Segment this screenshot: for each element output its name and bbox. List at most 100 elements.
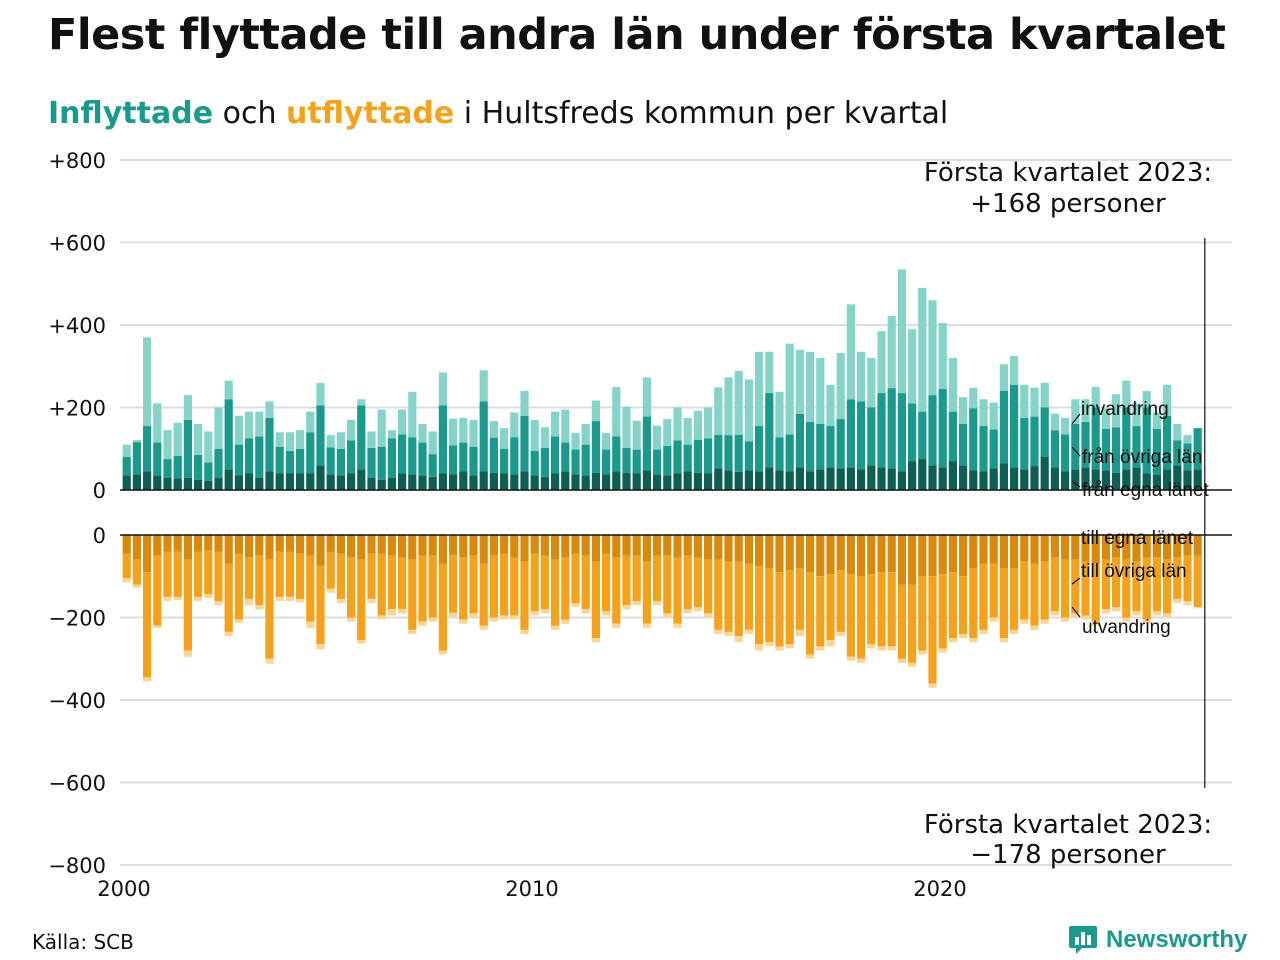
bar-out-utvandring: [183, 650, 192, 657]
bar-in-fran-ovriga-lan: [204, 462, 213, 481]
bar-in-invandring: [1050, 413, 1059, 431]
bar-out-till-egna-lanet: [245, 535, 254, 558]
bar-out-utvandring: [602, 611, 611, 616]
bar-out-till-ovriga-lan: [867, 574, 876, 645]
bar-out-utvandring: [408, 629, 417, 634]
bar-in-invandring: [520, 391, 529, 416]
bar-in-invandring: [887, 315, 896, 389]
bar-in-invandring: [530, 419, 539, 451]
bar-out-till-ovriga-lan: [194, 551, 203, 597]
bar-out-till-egna-lanet: [1050, 535, 1059, 558]
bar-in-fran-egna-lanet: [1132, 467, 1141, 490]
annotation-bottom-line1: Första kvartalet 2023:: [924, 810, 1212, 840]
bar-in-invandring: [602, 433, 611, 450]
bar-in-fran-ovriga-lan: [316, 405, 325, 466]
bar-out-till-egna-lanet: [1173, 535, 1182, 558]
bar-out-till-ovriga-lan: [183, 559, 192, 651]
bar-out-till-ovriga-lan: [755, 565, 764, 645]
bar-out-utvandring: [969, 638, 978, 643]
bar-out-till-ovriga-lan: [1173, 557, 1182, 599]
bar-out-till-egna-lanet: [1112, 535, 1121, 558]
label-utvandring: utvandring: [1082, 617, 1171, 638]
bar-out-till-egna-lanet: [387, 535, 396, 556]
bar-out-till-egna-lanet: [204, 535, 213, 551]
bar-in-invandring: [744, 379, 753, 442]
bar-in-invandring: [500, 428, 509, 449]
bar-in-fran-egna-lanet: [653, 474, 662, 490]
bar-out-utvandring: [683, 609, 692, 614]
bar-out-till-egna-lanet: [857, 535, 866, 577]
y-tick-label: +800: [48, 149, 106, 173]
bar-out-utvandring: [1071, 613, 1080, 618]
bar-out-utvandring: [734, 636, 743, 643]
bar-in-invandring: [296, 430, 305, 449]
bar-in-invandring: [714, 387, 723, 435]
bar-out-till-egna-lanet: [1040, 535, 1049, 562]
bar-in-fran-ovriga-lan: [1081, 421, 1090, 468]
bar-out-utvandring: [143, 677, 152, 682]
bar-in-fran-ovriga-lan: [744, 441, 753, 471]
bar-in-invandring: [724, 377, 733, 436]
bar-out-utvandring: [704, 613, 713, 618]
bar-in-invandring: [489, 421, 498, 438]
bar-in-fran-egna-lanet: [245, 473, 254, 490]
chart-title: Flest flyttade till andra län under förs…: [48, 10, 1226, 60]
bar-in-fran-ovriga-lan: [1040, 407, 1049, 457]
bar-out-till-ovriga-lan: [959, 576, 968, 634]
bar-out-till-egna-lanet: [1152, 535, 1161, 558]
bar-out-till-egna-lanet: [693, 535, 702, 558]
bar-in-fran-ovriga-lan: [1030, 416, 1039, 467]
bar-out-till-egna-lanet: [989, 535, 998, 564]
bar-in-invandring: [663, 419, 672, 446]
bar-in-invandring: [938, 322, 947, 389]
bar-out-utvandring: [530, 611, 539, 616]
bar-in-fran-egna-lanet: [591, 472, 600, 490]
bar-out-till-egna-lanet: [561, 535, 570, 558]
bar-in-invandring: [347, 419, 356, 441]
subtitle-and: och: [213, 96, 286, 131]
bar-in-fran-ovriga-lan: [469, 446, 478, 476]
bar-in-fran-egna-lanet: [1040, 457, 1049, 490]
bar-out-utvandring: [306, 621, 315, 628]
bar-in-fran-egna-lanet: [642, 470, 651, 490]
bar-out-till-ovriga-lan: [795, 568, 804, 630]
bar-out-utvandring: [673, 623, 682, 628]
bar-out-utvandring: [836, 631, 845, 637]
bar-in-fran-ovriga-lan: [347, 440, 356, 474]
bar-out-till-egna-lanet: [459, 535, 468, 558]
leader-fran-ovriga-lan: [1071, 446, 1081, 457]
bar-in-fran-egna-lanet: [928, 465, 937, 490]
bar-out-till-egna-lanet: [336, 535, 345, 554]
bar-out-utvandring: [316, 644, 325, 650]
bar-in-invandring: [704, 407, 713, 439]
bar-out-utvandring: [1050, 611, 1059, 616]
bar-out-utvandring: [387, 609, 396, 616]
bar-out-utvandring: [173, 596, 182, 601]
bar-out-till-ovriga-lan: [377, 553, 386, 616]
bar-out-till-egna-lanet: [969, 535, 978, 568]
bar-in-fran-ovriga-lan: [265, 417, 274, 472]
bar-out-utvandring: [551, 625, 560, 630]
bar-out-utvandring: [663, 613, 672, 618]
bar-in-fran-egna-lanet: [1142, 473, 1151, 490]
bar-in-invandring: [377, 409, 386, 447]
bar-out-utvandring: [449, 612, 458, 617]
bar-out-utvandring: [1061, 617, 1070, 622]
bar-in-invandring: [265, 401, 274, 418]
bar-out-utvandring: [367, 598, 376, 604]
bar-in-fran-ovriga-lan: [775, 437, 784, 471]
bar-out-till-egna-lanet: [622, 535, 631, 556]
bar-in-fran-egna-lanet: [1163, 469, 1172, 490]
bar-out-till-ovriga-lan: [285, 551, 294, 597]
bar-in-fran-ovriga-lan: [459, 442, 468, 472]
brand-name: Newsworthy: [1106, 926, 1248, 953]
bar-in-fran-ovriga-lan: [561, 442, 570, 472]
bar-out-utvandring: [724, 631, 733, 637]
bar-out-till-egna-lanet: [1142, 535, 1151, 558]
bar-out-till-ovriga-lan: [653, 555, 662, 601]
bar-in-fran-ovriga-lan: [683, 444, 692, 472]
bar-in-fran-egna-lanet: [234, 475, 243, 490]
bar-out-till-egna-lanet: [265, 535, 274, 560]
bar-in-fran-egna-lanet: [1152, 474, 1161, 490]
bar-in-invandring: [775, 391, 784, 438]
